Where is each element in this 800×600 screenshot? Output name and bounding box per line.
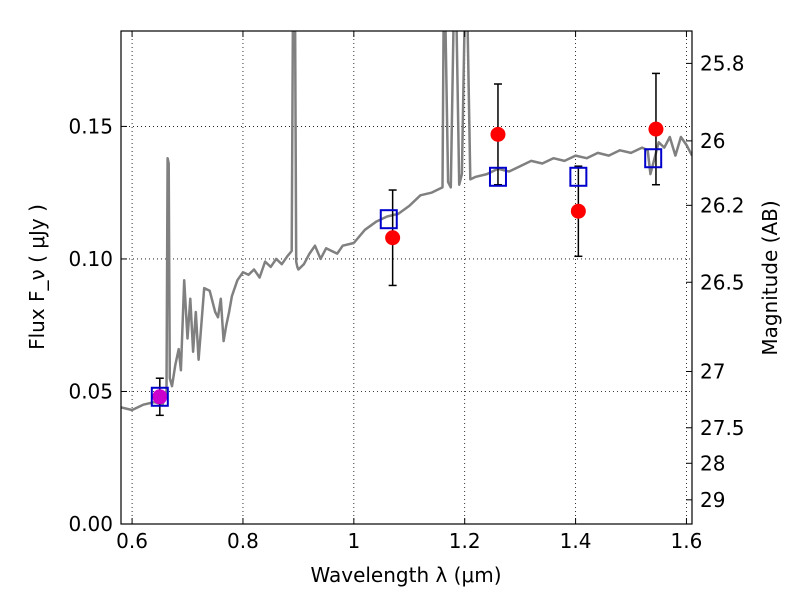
mag-tick-label: 26 bbox=[700, 129, 725, 153]
mag-tick-label: 26.5 bbox=[700, 270, 745, 294]
mag-tick-label: 28 bbox=[700, 451, 725, 475]
observed-point bbox=[385, 230, 401, 246]
x-tick-label: 1.2 bbox=[449, 529, 481, 553]
plot-frame bbox=[120, 30, 693, 525]
model-point bbox=[644, 148, 663, 169]
mag-tick-label: 27 bbox=[700, 359, 725, 383]
mag-tick-label: 27.5 bbox=[700, 416, 745, 440]
x-tick-label: 1.4 bbox=[560, 529, 592, 553]
y-tick-label: 0.00 bbox=[68, 512, 113, 536]
model-point bbox=[569, 166, 588, 187]
sed-line bbox=[121, 31, 692, 412]
y-tick-label: 0.10 bbox=[68, 247, 113, 271]
observed-point bbox=[648, 121, 664, 137]
x-tick-label: 1 bbox=[347, 529, 360, 553]
plot-area bbox=[121, 31, 692, 417]
x-tick-label: 0.6 bbox=[116, 529, 148, 553]
x-tick-label: 0.8 bbox=[227, 529, 259, 553]
y-axis-label-right: Magnitude (AB) bbox=[758, 200, 782, 355]
y-axis-label: Flux F_ν ( μJy ) bbox=[25, 204, 49, 350]
observed-point bbox=[570, 203, 586, 219]
y-tick-label: 0.05 bbox=[68, 379, 113, 403]
model-point bbox=[150, 386, 169, 407]
observed-point bbox=[152, 389, 168, 405]
model-point bbox=[488, 166, 507, 187]
mag-tick-label: 26.2 bbox=[700, 193, 745, 217]
y-tick-label: 0.15 bbox=[68, 114, 113, 138]
model-point bbox=[379, 209, 398, 230]
x-axis-label: Wavelength λ (μm) bbox=[310, 563, 501, 587]
axes-ticks: 0.6 0.8 1 1.2 1.4 1.6 0.00 0.05 0.10 0.15 25.8 26 26… bbox=[68, 31, 745, 553]
observed-point bbox=[490, 126, 506, 142]
mag-tick-label: 25.8 bbox=[700, 51, 745, 75]
x-tick-label: 1.6 bbox=[671, 529, 703, 553]
mag-tick-label: 29 bbox=[700, 488, 725, 512]
